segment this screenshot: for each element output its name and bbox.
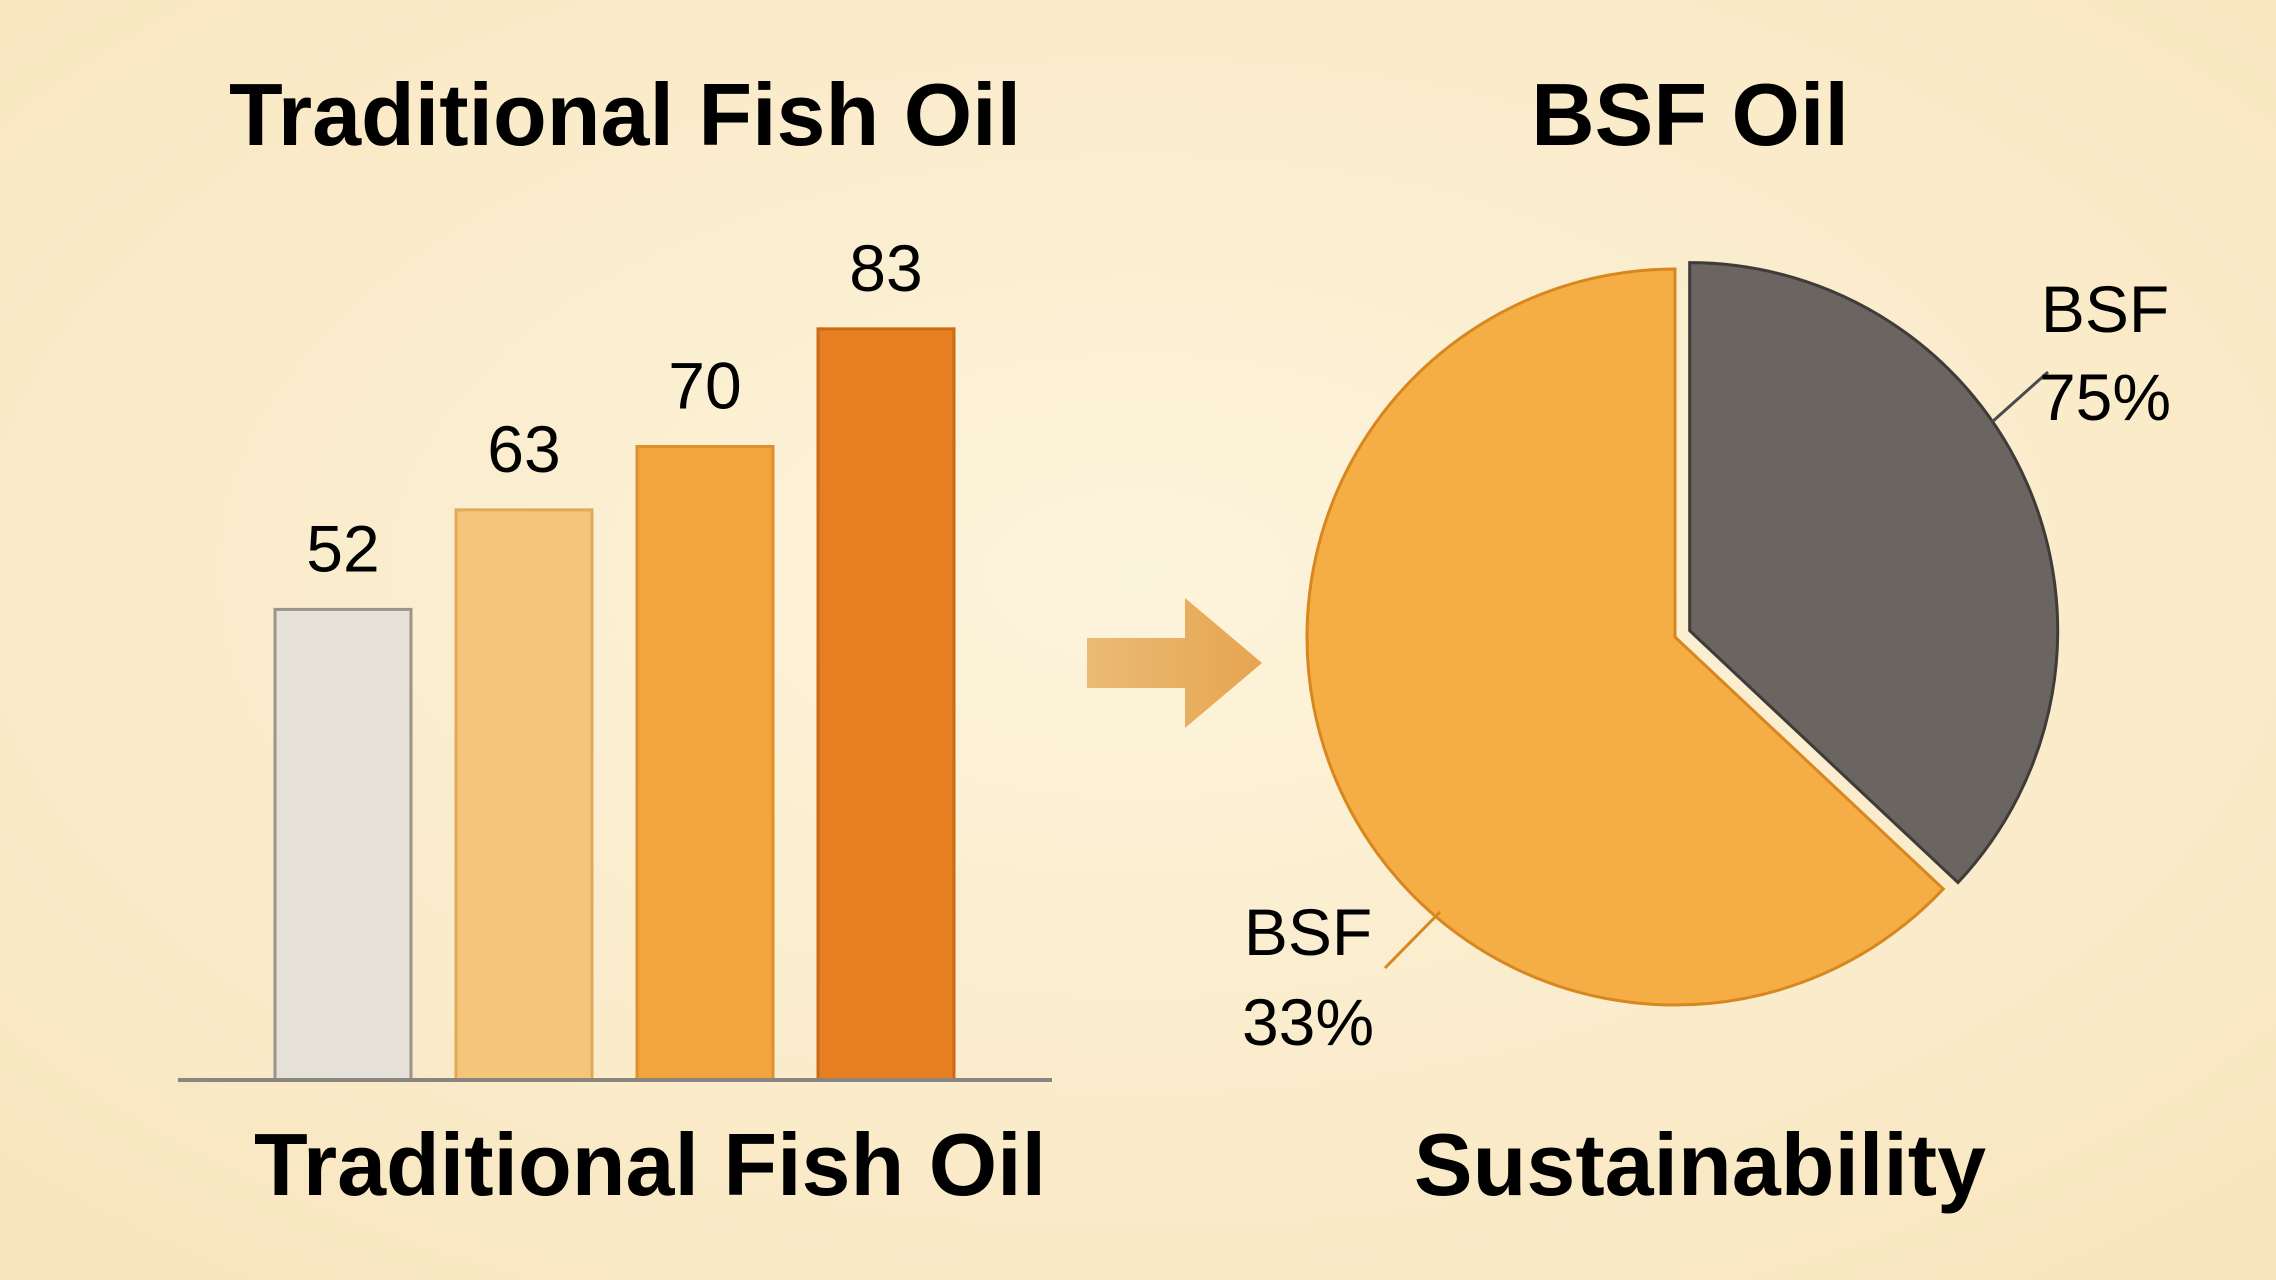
pie-percent-label-1: 33% xyxy=(1242,985,1374,1059)
leader-line-1 xyxy=(1383,910,1442,970)
bar-value-label-1: 63 xyxy=(487,412,560,486)
bar-3 xyxy=(816,327,956,1082)
bar-value-label-0: 52 xyxy=(306,511,379,585)
bar-value-label-3: 83 xyxy=(849,231,922,305)
pie-slice-1 xyxy=(1305,267,1946,1007)
pie-slice-0 xyxy=(1688,261,2060,885)
right-x-axis-label: Sustainability xyxy=(1414,1115,1986,1214)
right-chart-title: BSF Oil xyxy=(1531,65,1849,164)
bar-value-label-2: 70 xyxy=(668,349,741,423)
right-arrow-icon xyxy=(1087,598,1262,728)
left-chart-title: Traditional Fish Oil xyxy=(229,65,1021,164)
pie-label-0: BSF xyxy=(2041,272,2169,346)
pie-chart: BSF 75% BSF 33% xyxy=(1242,261,2171,1059)
pie-percent-label-0: 75% xyxy=(2039,360,2171,434)
bar-chart: 52 63 70 83 xyxy=(273,231,956,1082)
leader-line-0 xyxy=(1991,370,2049,424)
left-x-axis-label: Traditional Fish Oil xyxy=(254,1115,1046,1214)
bar-0 xyxy=(273,607,413,1082)
pie-label-1: BSF xyxy=(1244,895,1372,969)
bar-1 xyxy=(454,508,594,1082)
bar-2 xyxy=(635,445,775,1082)
